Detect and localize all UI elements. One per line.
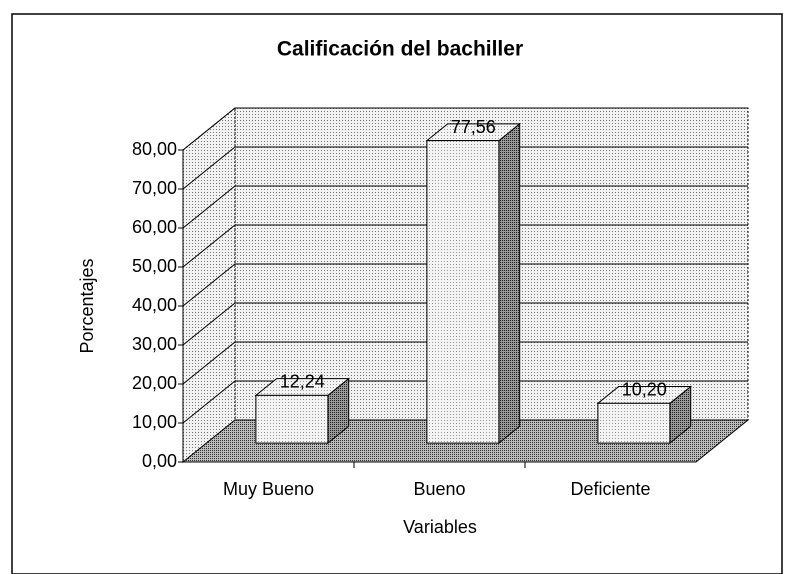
grid-line	[182, 341, 748, 385]
grid-line	[182, 380, 748, 424]
grid-line	[182, 302, 748, 346]
y-tick-label: 50,00	[132, 256, 177, 276]
grid-line	[182, 146, 748, 190]
grid-line	[182, 185, 748, 229]
y-tick-label: 70,00	[132, 178, 177, 198]
y-tick-label: 80,00	[132, 139, 177, 159]
data-label: 77,56	[451, 117, 496, 137]
y-tick-label: 40,00	[132, 295, 177, 315]
x-tick-label: Deficiente	[570, 479, 650, 499]
x-tick-label: Muy Bueno	[223, 479, 314, 499]
data-label: 12,24	[280, 372, 325, 392]
chart-title: Calificación del bachiller	[277, 38, 523, 61]
x-axis-label: Variables	[403, 517, 477, 537]
data-label: 10,20	[622, 380, 667, 400]
bar-side	[498, 122, 521, 445]
grid-line	[182, 107, 748, 151]
x-tick-label: Bueno	[413, 479, 465, 499]
grid-line	[182, 263, 748, 307]
y-tick-label: 60,00	[132, 217, 177, 237]
y-tick-label: 30,00	[132, 334, 177, 354]
bar	[597, 402, 671, 444]
y-tick-label: 0,00	[142, 451, 177, 471]
bar	[255, 394, 329, 444]
grid-line	[182, 224, 748, 268]
bar	[426, 140, 500, 444]
y-axis-label: Porcentajes	[77, 258, 97, 353]
y-tick-label: 20,00	[132, 373, 177, 393]
y-tick-label: 10,00	[132, 412, 177, 432]
